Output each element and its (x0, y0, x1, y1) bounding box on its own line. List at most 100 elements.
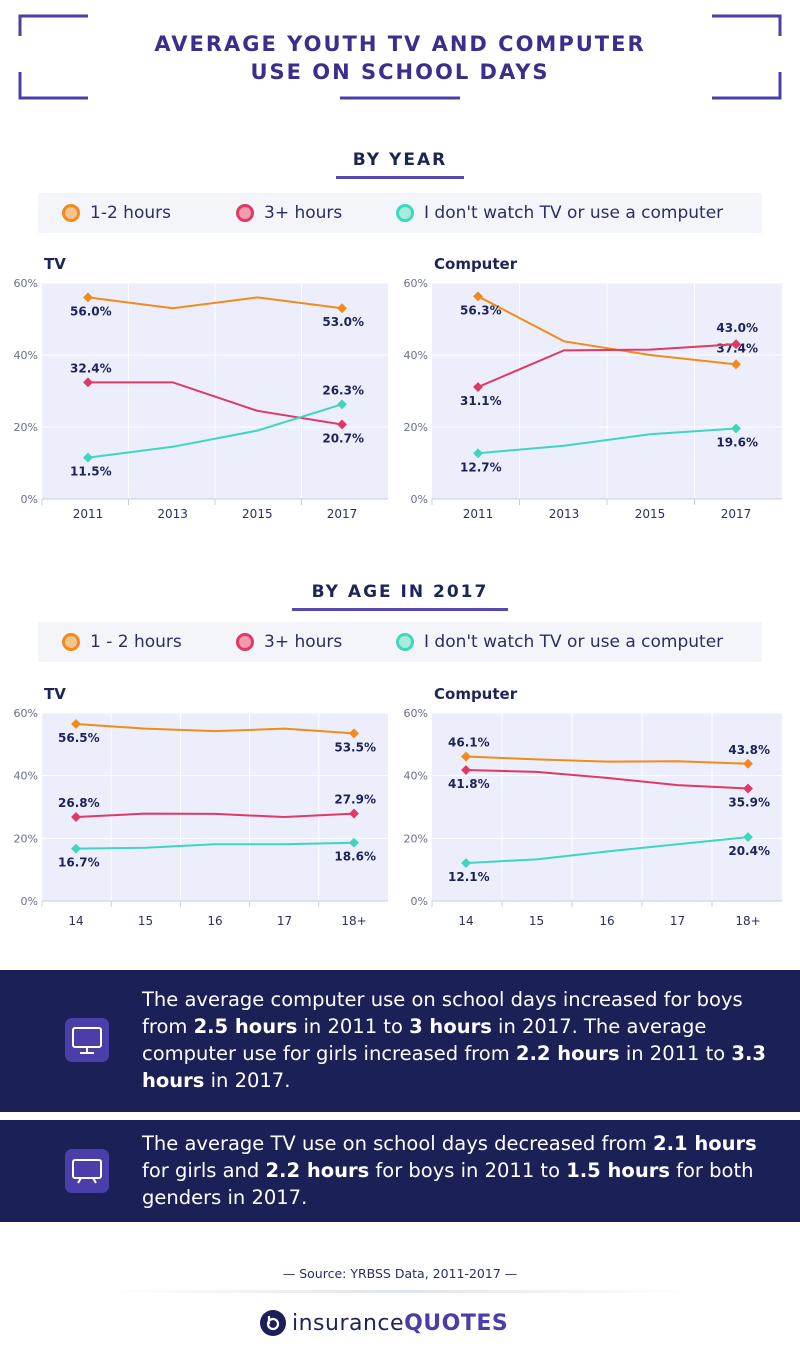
info-text-segment: in 2017. (204, 1069, 291, 1092)
series-line-teal (465, 836, 749, 865)
teal-marker (743, 832, 753, 843)
legend-item-1-2-hours: 1 - 2 hours (62, 622, 182, 662)
red-marker (461, 765, 471, 775)
y-tick-label: 60% (14, 277, 38, 290)
x-tick-label: 16 (599, 914, 614, 928)
orange-marker (71, 719, 81, 729)
data-label: 20.7% (322, 431, 364, 445)
y-tick-label: 40% (404, 349, 428, 362)
data-label: 31.1% (460, 394, 502, 408)
legend-label: 1-2 hours (90, 203, 171, 223)
info-text-segment: in 2011 to (619, 1042, 732, 1065)
info-text-segment: for both genders in 2017. (142, 1159, 754, 1209)
data-label: 56.0% (70, 304, 112, 318)
series-line-orange (477, 295, 737, 366)
y-tick-label: 0% (411, 895, 428, 908)
data-label: 19.6% (716, 435, 758, 449)
panel-title: TV (44, 685, 66, 703)
x-tick-label: 18+ (341, 914, 366, 928)
footer-divider (100, 1290, 700, 1293)
orange-dot-icon (62, 633, 80, 651)
x-tick-label: 17 (670, 914, 685, 928)
legend-label: 3+ hours (264, 632, 343, 652)
red-marker (71, 812, 81, 822)
x-tick-label: 2017 (327, 507, 358, 521)
y-tick-label: 0% (411, 493, 428, 506)
y-tick-label: 0% (21, 493, 38, 506)
series-line-red (75, 812, 355, 819)
highlight-value: 2.2 hours (265, 1159, 370, 1182)
chart-tv-by-age: TV 0% 20% 40% 60% 14 15 16 17 18+ 56.5% 53.5% 26.8% 2… (14, 685, 388, 928)
title-frame (18, 14, 782, 100)
x-tick-label: 14 (458, 914, 473, 928)
info-text-tv: The average TV use on school days decrea… (142, 1130, 772, 1211)
teal-dot-icon (396, 204, 414, 222)
data-label: 41.8% (448, 777, 490, 791)
highlight-value: 1.5 hours (566, 1159, 670, 1182)
y-tick-label: 20% (14, 832, 38, 845)
highlight-value: 3 hours (409, 1015, 492, 1038)
highlight-value: 2.1 hours (653, 1132, 757, 1155)
data-label: 12.1% (448, 870, 490, 884)
logo-mark-icon (260, 1310, 286, 1336)
tv-icon (65, 1149, 109, 1193)
y-tick-label: 40% (14, 770, 38, 783)
panel-title: TV (44, 255, 66, 273)
monitor-icon (65, 1018, 109, 1062)
info-text-segment: in 2017. The average computer use for gi… (142, 1015, 707, 1065)
data-label: 11.5% (70, 465, 112, 479)
info-text-segment: for girls and (142, 1159, 266, 1182)
y-tick-label: 0% (21, 895, 38, 908)
page-title: AVERAGE YOUTH TV AND COMPUTER USE ON SCH… (154, 32, 646, 84)
highlight-value: 3.3 hours (142, 1042, 766, 1092)
x-tick-label: 2017 (721, 507, 752, 521)
chart-computer-by-age: Computer 0% 20% 40% 60% 14 15 16 17 18+ 46.1% 43.8%… (404, 685, 782, 928)
legend-by-year: 1-2 hours 3+ hours I don't watch TV or u… (38, 193, 762, 233)
panel-title: Computer (434, 255, 518, 273)
orange-marker (731, 359, 741, 370)
info-box-tv: The average TV use on school days decrea… (0, 1120, 800, 1222)
data-label: 43.0% (716, 321, 758, 335)
source-text: — Source: YRBSS Data, 2011-2017 — (282, 1266, 518, 1281)
legend-label: 3+ hours (264, 203, 343, 223)
data-label: 32.4% (70, 361, 112, 375)
red-dot-icon (236, 633, 254, 651)
y-tick-label: 20% (404, 421, 428, 434)
section-heading-by-year: BY YEAR (352, 150, 448, 170)
data-label: 12.7% (460, 460, 502, 474)
series-line-teal (477, 427, 737, 455)
legend-by-age: 1 - 2 hours 3+ hours I don't watch TV or… (38, 622, 762, 662)
insurancequotes-logo: insuranceQUOTES (260, 1306, 508, 1340)
data-label: 56.3% (460, 303, 502, 317)
plot-area (42, 713, 388, 901)
legend-item-1-2-hours: 1-2 hours (62, 193, 171, 233)
teal-marker (461, 858, 471, 869)
red-marker (473, 382, 483, 392)
data-label: 56.5% (58, 731, 100, 745)
chart-computer-by-year: Computer 0% 20% 40% 60% 2011 2013 2015 2017 56.3%… (404, 255, 782, 521)
data-label: 53.5% (334, 740, 376, 754)
orange-marker (461, 751, 471, 762)
data-label: 46.1% (448, 736, 490, 750)
x-tick-label: 2013 (157, 507, 188, 521)
x-tick-label: 2015 (635, 507, 666, 521)
red-marker (743, 783, 753, 794)
legend-label: I don't watch TV or use a computer (424, 632, 724, 652)
x-tick-label: 16 (207, 914, 222, 928)
red-marker (83, 377, 93, 388)
red-dot-icon (236, 204, 254, 222)
data-label: 27.9% (334, 793, 376, 807)
legend-label: I don't watch TV or use a computer (424, 203, 724, 223)
data-label: 53.0% (322, 315, 364, 329)
x-tick-label: 18+ (735, 914, 760, 928)
x-tick-label: 15 (138, 914, 153, 928)
data-label: 26.3% (322, 383, 364, 397)
info-text-segment: for boys in 2011 to (369, 1159, 567, 1182)
teal-dot-icon (396, 633, 414, 651)
y-tick-label: 40% (14, 349, 38, 362)
x-tick-label: 17 (277, 914, 292, 928)
info-text-computer: The average computer use on school days … (142, 986, 772, 1094)
teal-marker (731, 423, 741, 434)
section-underline (336, 176, 464, 179)
data-label: 43.8% (728, 743, 770, 757)
